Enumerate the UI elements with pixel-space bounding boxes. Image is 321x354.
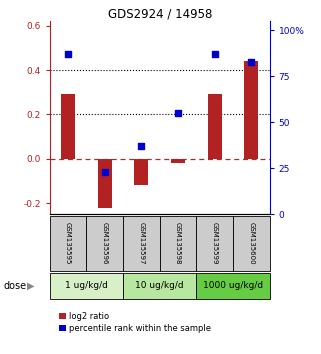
Bar: [171, 159, 185, 163]
Text: 1000 ug/kg/d: 1000 ug/kg/d: [203, 281, 263, 290]
Text: ▶: ▶: [27, 281, 35, 291]
FancyBboxPatch shape: [123, 273, 196, 299]
Point: [65, 51, 71, 57]
Text: GSM135596: GSM135596: [102, 222, 108, 265]
Text: GSM135599: GSM135599: [212, 222, 218, 265]
Title: GDS2924 / 14958: GDS2924 / 14958: [108, 7, 212, 20]
Text: GSM135600: GSM135600: [248, 222, 254, 265]
Point: [212, 51, 217, 57]
Text: GSM135597: GSM135597: [138, 222, 144, 265]
Bar: [244, 61, 258, 159]
FancyBboxPatch shape: [233, 216, 270, 271]
FancyBboxPatch shape: [50, 273, 123, 299]
Legend: log2 ratio, percentile rank within the sample: log2 ratio, percentile rank within the s…: [59, 312, 211, 333]
FancyBboxPatch shape: [123, 216, 160, 271]
Bar: [134, 159, 148, 185]
Text: 10 ug/kg/d: 10 ug/kg/d: [135, 281, 184, 290]
Point: [249, 59, 254, 64]
Point: [102, 169, 107, 175]
Bar: [98, 159, 112, 207]
FancyBboxPatch shape: [86, 216, 123, 271]
Text: 1 ug/kg/d: 1 ug/kg/d: [65, 281, 108, 290]
FancyBboxPatch shape: [196, 216, 233, 271]
Point: [176, 110, 181, 116]
FancyBboxPatch shape: [196, 273, 270, 299]
Point: [139, 143, 144, 149]
Text: GSM135595: GSM135595: [65, 222, 71, 264]
Text: GSM135598: GSM135598: [175, 222, 181, 265]
Bar: [208, 95, 221, 159]
FancyBboxPatch shape: [50, 216, 86, 271]
FancyBboxPatch shape: [160, 216, 196, 271]
Text: dose: dose: [3, 281, 26, 291]
Bar: [61, 95, 75, 159]
